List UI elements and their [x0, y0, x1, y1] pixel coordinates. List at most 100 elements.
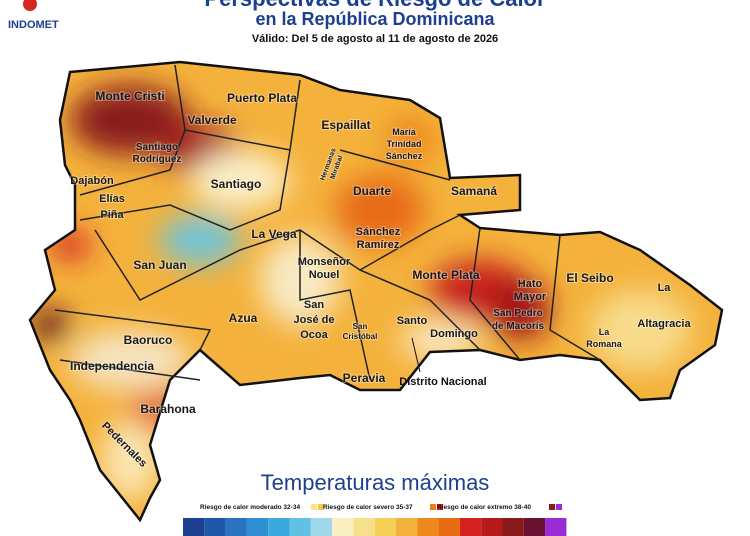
- province-label: San Cristóbal: [343, 322, 378, 341]
- province-label-line: Duarte: [353, 184, 391, 198]
- logo-text: INDOMET: [8, 19, 59, 31]
- legend-item: Riesgo de calor severo 35-37: [323, 504, 413, 511]
- province-label-line: Elías: [99, 193, 125, 205]
- title: Perspectivas de Riesgo de Calor: [204, 0, 546, 11]
- color-bar-swatch: [438, 518, 460, 536]
- color-bar-swatch: [396, 518, 418, 536]
- province-label: San Juan: [133, 258, 186, 272]
- legend-swatch: [549, 504, 555, 510]
- province-label-line: Valverde: [187, 113, 237, 127]
- province-label: Santo: [397, 315, 428, 327]
- province-label-line: Baoruco: [124, 333, 173, 347]
- province-label: Barahona: [140, 402, 196, 416]
- leader-line: [411, 337, 421, 373]
- province-label-line: Ocoa: [300, 329, 328, 341]
- province-label: Peravia: [343, 371, 386, 385]
- province-label-line: San: [304, 299, 324, 311]
- province-label-line: Rodríguez: [133, 154, 182, 165]
- province-label: María Trinidad Sánchez: [386, 127, 423, 161]
- province-label-line: Romana: [586, 339, 623, 349]
- legend-title: Temperaturas máximas: [261, 470, 490, 495]
- subtitle: en la República Dominicana: [255, 9, 495, 29]
- province-borders: [54, 64, 601, 381]
- province-label-line: José de: [294, 314, 335, 326]
- color-bar-swatch: [459, 518, 482, 536]
- province-label: La Vega: [251, 227, 297, 241]
- province-label-line: La Vega: [251, 227, 297, 241]
- color-bar-swatch: [481, 518, 503, 536]
- province-label-line: Domingo: [430, 328, 478, 340]
- province-label: Monte Cristi: [95, 89, 164, 103]
- province-label-line: Sánchez: [386, 151, 423, 161]
- province-label-line: Santiago: [136, 142, 178, 153]
- legend-item: Riesgo de calor moderado 32-34: [200, 504, 300, 511]
- color-bar-swatch: [225, 518, 247, 536]
- province-label: Independencia: [70, 359, 154, 373]
- province-label-line: Ramírez: [357, 239, 400, 251]
- province-label-line: Monte Cristi: [95, 89, 164, 103]
- province-label: Monte Plata: [412, 268, 480, 282]
- color-bar-swatch: [310, 518, 333, 536]
- province-label-line: Piña: [100, 209, 124, 221]
- province-label: Elías Piña: [99, 193, 125, 221]
- province-label-line: Samaná: [451, 184, 497, 198]
- province-label-line: Monseñor: [298, 256, 351, 268]
- province-label: San Pedro de Macorís: [492, 308, 545, 332]
- province-label-line: Dajabón: [70, 175, 114, 187]
- province-label: Baoruco: [124, 333, 173, 347]
- province-label-line: El Seibo: [566, 271, 613, 285]
- province-label: Valverde: [187, 113, 237, 127]
- province-label: San José de Ocoa: [294, 299, 335, 341]
- validity: Válido: Del 5 de agosto al 11 de agosto …: [252, 33, 498, 45]
- province-label: Hato Mayor: [514, 278, 547, 303]
- province-label-line: Nouel: [309, 269, 340, 281]
- province-label-line: Puerto Plata: [227, 91, 297, 105]
- district-label: Distrito Nacional: [399, 376, 486, 388]
- legend-swatch: [437, 504, 443, 510]
- color-bar-swatch: [204, 518, 226, 536]
- color-bar-swatch: [289, 518, 311, 536]
- province-labels: Monte Cristi Puerto Plata Valverde Espailla…: [69, 88, 692, 471]
- color-bar-swatch: [417, 518, 439, 536]
- province-label-line: Espaillat: [321, 118, 370, 132]
- legend-swatch: [430, 504, 436, 510]
- province-label-line: San Pedro: [493, 308, 542, 319]
- province-label-line: Santiago: [211, 177, 262, 191]
- legend: Riesgo de calor moderado 32-34 Riesgo de …: [200, 504, 562, 511]
- province-label: Puerto Plata: [227, 91, 297, 105]
- province-label-line: La: [658, 282, 672, 294]
- province-label: La Romana: [586, 327, 623, 349]
- province-label: Sánchez Ramírez: [356, 226, 401, 251]
- color-bar-swatch: [246, 518, 269, 536]
- province-label-line: Hato: [518, 278, 543, 290]
- color-bar-swatch: [183, 518, 205, 536]
- legend-swatch: [311, 504, 317, 510]
- province-label-line: Azua: [229, 311, 258, 325]
- province-label: El Seibo: [566, 271, 613, 285]
- province-label-line: Mayor: [514, 291, 547, 303]
- province-label-line: Barahona: [140, 402, 196, 416]
- province-label-line: Trinidad: [386, 139, 421, 149]
- province-label-line: Sánchez: [356, 226, 401, 238]
- heat-map: [30, 62, 722, 520]
- color-bar-swatch: [374, 518, 396, 536]
- province-label-line: Peravia: [343, 371, 386, 385]
- province-label-line: San: [353, 322, 368, 331]
- island-outline: [28, 60, 724, 523]
- province-label: La Altagracia: [637, 282, 691, 330]
- province-label-line: San Juan: [133, 258, 186, 272]
- color-bar-swatch: [353, 518, 375, 536]
- province-label: Azua: [229, 311, 258, 325]
- province-label: Monseñor Nouel: [298, 256, 351, 281]
- province-label-line: María: [392, 127, 417, 137]
- legend-swatch: [556, 504, 562, 510]
- color-bar-swatch: [268, 518, 290, 536]
- province-label: Santiago: [211, 177, 262, 191]
- color-bar-swatch: [545, 518, 567, 536]
- color-bar-swatch: [523, 518, 546, 536]
- province-label: Duarte: [353, 184, 391, 198]
- province-label: Domingo: [430, 328, 478, 340]
- province-label-line: La: [599, 327, 610, 337]
- legend-item: Riesgo de calor extremo 38-40: [437, 504, 531, 511]
